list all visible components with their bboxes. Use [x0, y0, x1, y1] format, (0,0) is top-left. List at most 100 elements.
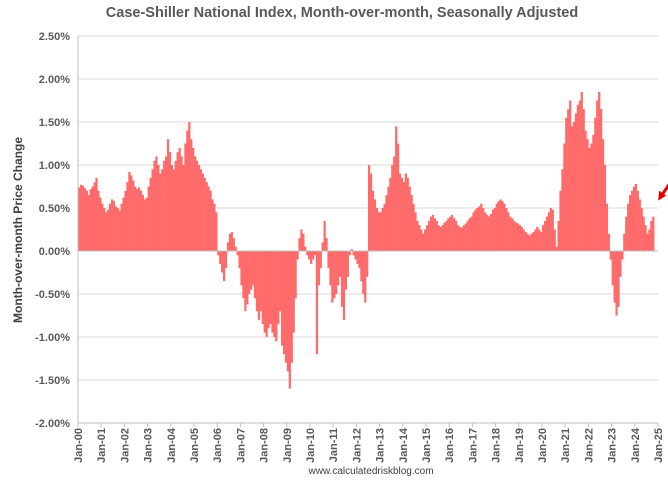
bar	[451, 214, 454, 251]
bar	[263, 251, 266, 333]
bar	[101, 203, 104, 251]
bar	[497, 201, 500, 251]
bar	[261, 251, 264, 325]
bar	[491, 209, 494, 251]
bar	[584, 130, 587, 251]
bar	[478, 206, 481, 251]
bar	[234, 246, 237, 251]
x-tick-label: Jan-18	[491, 428, 503, 463]
bar	[184, 143, 187, 251]
bar	[244, 251, 247, 312]
bar	[112, 201, 116, 251]
bar	[331, 251, 334, 303]
bar	[137, 187, 141, 251]
bar	[412, 203, 415, 251]
bar	[143, 199, 146, 251]
bar	[151, 169, 154, 251]
bar	[107, 209, 110, 251]
bar	[466, 220, 469, 251]
bar	[630, 190, 634, 251]
bar	[199, 169, 203, 251]
bar	[505, 208, 508, 251]
bar	[304, 246, 307, 251]
bar	[81, 185, 85, 251]
bar	[236, 251, 239, 256]
bar	[364, 251, 367, 303]
bar	[617, 251, 620, 307]
x-tick-label: Jan-19	[514, 428, 526, 463]
bar	[250, 251, 253, 290]
bar	[598, 91, 601, 252]
bar	[163, 160, 166, 251]
bar	[325, 238, 328, 251]
x-tick-label: Jan-07	[235, 428, 247, 463]
bar	[252, 251, 255, 286]
bar	[313, 251, 317, 256]
bar	[590, 143, 593, 251]
bar	[418, 225, 421, 251]
bar	[108, 203, 112, 251]
arrow-head	[658, 190, 667, 201]
bar	[344, 251, 348, 290]
bar	[557, 220, 560, 251]
bar	[373, 199, 377, 251]
bar	[652, 216, 655, 251]
bar	[402, 182, 406, 251]
bar	[93, 182, 96, 251]
bar	[572, 122, 576, 251]
bar	[240, 251, 243, 286]
bar	[511, 218, 514, 251]
y-tick-label: 2.00%	[39, 74, 70, 86]
bar	[408, 186, 411, 251]
bar	[147, 186, 150, 251]
bar	[265, 251, 268, 337]
bar	[395, 126, 398, 251]
bar	[232, 238, 235, 251]
bar	[255, 251, 259, 312]
bar	[543, 220, 547, 251]
bar	[253, 251, 257, 299]
bar	[368, 165, 371, 251]
bar	[416, 220, 419, 251]
bar	[321, 242, 324, 251]
bar	[190, 139, 193, 251]
bar	[607, 233, 610, 251]
bar	[110, 199, 114, 251]
bar	[105, 212, 108, 251]
bar	[588, 147, 591, 251]
bar	[290, 251, 293, 363]
bar	[406, 177, 409, 251]
bar	[360, 251, 363, 282]
y-tick-label: -2.00%	[35, 418, 70, 430]
bar	[611, 251, 614, 286]
bar	[246, 251, 249, 305]
bar	[114, 206, 117, 251]
bar	[619, 251, 622, 277]
bar	[136, 189, 139, 251]
bar	[172, 169, 175, 251]
bar	[472, 212, 475, 251]
bar	[638, 199, 641, 251]
bar	[534, 229, 537, 251]
bar	[400, 177, 404, 251]
arrow-shaft	[660, 183, 668, 197]
bar	[348, 251, 351, 256]
y-tick-label: -1.50%	[35, 375, 70, 387]
bar	[453, 218, 456, 251]
bar	[410, 195, 413, 251]
bar	[462, 225, 465, 251]
bar	[379, 212, 382, 251]
bar	[149, 177, 152, 251]
bar	[487, 216, 491, 251]
bar	[352, 251, 355, 256]
bar	[397, 143, 400, 251]
bar	[447, 218, 450, 251]
bar	[178, 147, 181, 251]
x-tick-label: Jan-15	[421, 428, 433, 463]
bar	[176, 152, 179, 251]
bar	[282, 251, 286, 355]
bar	[605, 203, 609, 251]
bar	[311, 251, 315, 260]
bar	[269, 251, 272, 325]
